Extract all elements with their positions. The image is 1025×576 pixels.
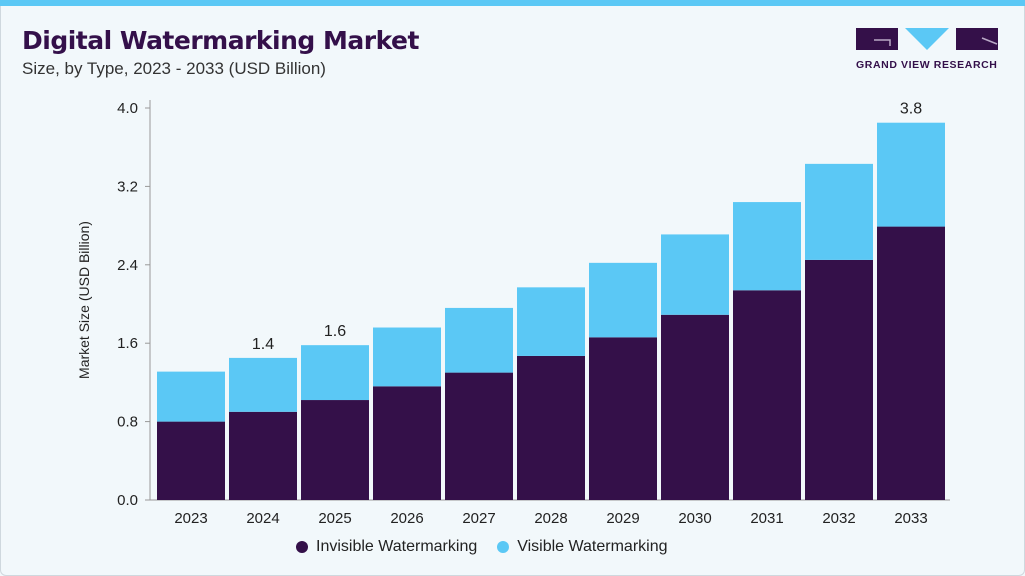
chart-title: Digital Watermarking Market bbox=[22, 26, 419, 55]
x-tick-label: 2029 bbox=[606, 510, 639, 527]
bar-invisible-2032 bbox=[805, 259, 873, 500]
legend-swatch-invisible bbox=[296, 541, 308, 553]
bar-visible-2024 bbox=[229, 357, 297, 412]
bar-visible-2033 bbox=[877, 122, 945, 227]
y-tick-label: 0.8 bbox=[117, 414, 138, 431]
bar-visible-2028 bbox=[517, 287, 585, 356]
bar-invisible-2025 bbox=[301, 400, 369, 500]
x-tick-label: 2028 bbox=[534, 510, 567, 527]
x-tick-label: 2026 bbox=[390, 510, 423, 527]
y-tick-label: 3.2 bbox=[117, 178, 138, 195]
bar-invisible-2024 bbox=[229, 411, 297, 500]
chart-subtitle: Size, by Type, 2023 - 2033 (USD Billion) bbox=[22, 59, 326, 78]
bar-visible-2029 bbox=[589, 262, 657, 338]
bar-invisible-2029 bbox=[589, 337, 657, 500]
x-tick-label: 2025 bbox=[318, 510, 351, 527]
legend-item-visible: Visible Watermarking bbox=[497, 538, 668, 556]
logo-text: GRAND VIEW RESEARCH bbox=[856, 59, 998, 71]
bar-invisible-2033 bbox=[877, 226, 945, 500]
bar-visible-2025 bbox=[301, 345, 369, 401]
bar-invisible-2027 bbox=[445, 372, 513, 500]
y-tick-label: 2.4 bbox=[117, 257, 138, 274]
bar-invisible-2030 bbox=[661, 314, 729, 500]
x-tick-label: 2030 bbox=[678, 510, 711, 527]
x-tick-label: 2024 bbox=[246, 510, 279, 527]
bar-invisible-2026 bbox=[373, 386, 441, 500]
data-label-2033: 3.8 bbox=[900, 101, 922, 118]
y-tick-label: 0.0 bbox=[117, 492, 138, 509]
legend-label-invisible: Invisible Watermarking bbox=[316, 538, 478, 555]
bar-visible-2027 bbox=[445, 307, 513, 373]
bar-invisible-2028 bbox=[517, 355, 585, 500]
legend-item-invisible: Invisible Watermarking bbox=[296, 538, 477, 556]
bar-visible-2023 bbox=[157, 371, 225, 422]
y-tick-label: 1.6 bbox=[117, 335, 138, 352]
bar-invisible-2023 bbox=[157, 421, 225, 500]
bar-invisible-2031 bbox=[733, 290, 801, 500]
bar-visible-2031 bbox=[733, 202, 801, 291]
bar-visible-2026 bbox=[373, 327, 441, 387]
y-axis-title: Market Size (USD Billion) bbox=[76, 221, 92, 379]
data-label-2024: 1.4 bbox=[252, 336, 274, 353]
grand-view-research-logo bbox=[856, 28, 998, 50]
data-label-2025: 1.6 bbox=[324, 323, 346, 340]
bar-visible-2032 bbox=[805, 163, 873, 260]
accent-bar bbox=[0, 0, 1025, 6]
legend-swatch-visible bbox=[497, 541, 510, 553]
legend: Invisible Watermarking Visible Watermark… bbox=[296, 538, 668, 556]
legend-label-visible: Visible Watermarking bbox=[517, 538, 668, 555]
x-tick-label: 2033 bbox=[894, 510, 927, 527]
bar-visible-2030 bbox=[661, 234, 729, 315]
x-tick-label: 2027 bbox=[462, 510, 495, 527]
x-tick-label: 2023 bbox=[174, 510, 207, 527]
x-tick-label: 2031 bbox=[750, 510, 783, 527]
x-tick-label: 2032 bbox=[822, 510, 855, 527]
y-tick-label: 4.0 bbox=[117, 100, 138, 117]
